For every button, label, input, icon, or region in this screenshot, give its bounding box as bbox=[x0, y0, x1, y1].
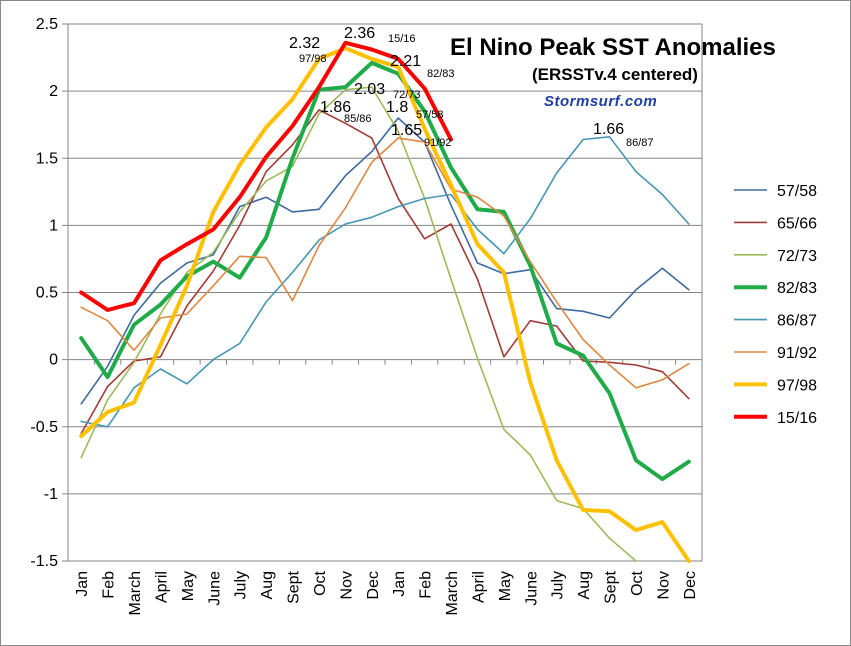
x-tick-label: June bbox=[523, 571, 540, 606]
y-tick-label: 2 bbox=[49, 83, 58, 100]
y-tick-label: 2.5 bbox=[36, 16, 58, 33]
x-tick-label: Aug bbox=[576, 571, 593, 599]
series-line-15-16 bbox=[79, 40, 453, 312]
x-tick-label: July bbox=[550, 571, 567, 599]
annotation-value-91-92: 1.65 bbox=[391, 122, 422, 139]
annotation-label-15-16: 15/16 bbox=[388, 33, 416, 45]
x-tick-label: Jan bbox=[74, 571, 91, 597]
peak-annotations: 2.32 97/98 2.36 15/16 2.21 82/83 2.03 72… bbox=[289, 25, 654, 149]
y-tick-label: 0.5 bbox=[36, 285, 58, 302]
x-tick-label: March bbox=[127, 571, 144, 615]
legend-label-82-83: 82/83 bbox=[777, 280, 817, 297]
x-tick-label: Sept bbox=[603, 570, 620, 603]
annotation-label-57-58: 57/58 bbox=[416, 109, 444, 121]
annotation-label-91-92: 91/92 bbox=[424, 137, 452, 149]
annotation-label-65-66: 85/86 bbox=[344, 113, 372, 125]
series-line-86-87 bbox=[80, 136, 690, 428]
legend-label-15-16: 15/16 bbox=[777, 410, 817, 427]
x-tick-label: May bbox=[497, 571, 514, 601]
chart-title: El Nino Peak SST Anomalies bbox=[450, 34, 776, 61]
credit-label: Stormsurf.com bbox=[544, 93, 657, 110]
y-tick-label: 1 bbox=[49, 217, 58, 234]
x-tick-label: Sept bbox=[286, 570, 303, 603]
annotation-value-57-58: 1.8 bbox=[386, 99, 408, 116]
x-tick-label: Nov bbox=[338, 571, 355, 599]
y-tick-label: 0 bbox=[49, 352, 58, 369]
x-tick-label: Oct bbox=[629, 570, 646, 595]
y-tick-label: -1.5 bbox=[30, 553, 58, 570]
x-tick-label: Oct bbox=[312, 570, 329, 595]
series-line-91-92 bbox=[80, 137, 690, 389]
x-tick-label: Nov bbox=[655, 571, 672, 599]
x-tick-label: July bbox=[233, 571, 250, 599]
annotation-value-15-16: 2.36 bbox=[344, 25, 375, 42]
legend-label-91-92: 91/92 bbox=[777, 345, 817, 362]
annotation-label-82-83: 82/83 bbox=[427, 68, 455, 80]
x-tick-label: April bbox=[153, 571, 170, 603]
legend-label-65-66: 65/66 bbox=[777, 215, 817, 232]
x-tick-label: Feb bbox=[101, 571, 118, 599]
x-tick-label: Dec bbox=[365, 571, 382, 599]
legend-label-97-98: 97/98 bbox=[777, 377, 817, 394]
x-tick-label: March bbox=[444, 571, 461, 615]
x-tick-label: Jan bbox=[391, 571, 408, 597]
y-tick-label: -1 bbox=[44, 486, 58, 503]
x-tick-label: April bbox=[470, 571, 487, 603]
series-line-57-58 bbox=[80, 117, 690, 405]
series-line-82-83 bbox=[79, 60, 691, 482]
series-lines bbox=[79, 40, 691, 563]
x-tick-label: Aug bbox=[259, 571, 276, 599]
chart-legend: 57/58 65/66 72/73 82/83 86/87 91/92 97/98 15/16 bbox=[734, 183, 817, 427]
annotation-value-97-98: 2.32 bbox=[289, 35, 320, 52]
annotation-value-86-87: 1.66 bbox=[593, 121, 624, 138]
x-tick-label: May bbox=[180, 571, 197, 601]
x-tick-label: June bbox=[206, 571, 223, 606]
legend-label-86-87: 86/87 bbox=[777, 313, 817, 330]
chart-grid: 2.5 2 1.5 1 0.5 0 -0.5 -1 -1.5 Jan Feb March April Ma… bbox=[30, 16, 703, 615]
annotation-label-97-98: 97/98 bbox=[299, 53, 327, 65]
legend-label-57-58: 57/58 bbox=[777, 183, 817, 200]
x-tick-label: Feb bbox=[418, 571, 435, 599]
annotation-label-72-73: 72/73 bbox=[393, 89, 421, 101]
annotation-value-82-83: 2.21 bbox=[390, 53, 421, 70]
legend-label-72-73: 72/73 bbox=[777, 248, 817, 265]
series-line-97-98 bbox=[79, 46, 691, 563]
y-tick-label: 1.5 bbox=[36, 150, 58, 167]
y-tick-label: -0.5 bbox=[30, 419, 58, 436]
chart-title-block: El Nino Peak SST Anomalies (ERSSTv.4 cen… bbox=[450, 34, 776, 110]
x-tick-label: Dec bbox=[682, 571, 699, 599]
annotation-value-72-73: 2.03 bbox=[354, 81, 385, 98]
annotation-value-65-66: 1.86 bbox=[320, 99, 351, 116]
chart-subtitle: (ERSSTv.4 centered) bbox=[532, 65, 698, 84]
annotation-label-86-87: 86/87 bbox=[626, 137, 654, 149]
